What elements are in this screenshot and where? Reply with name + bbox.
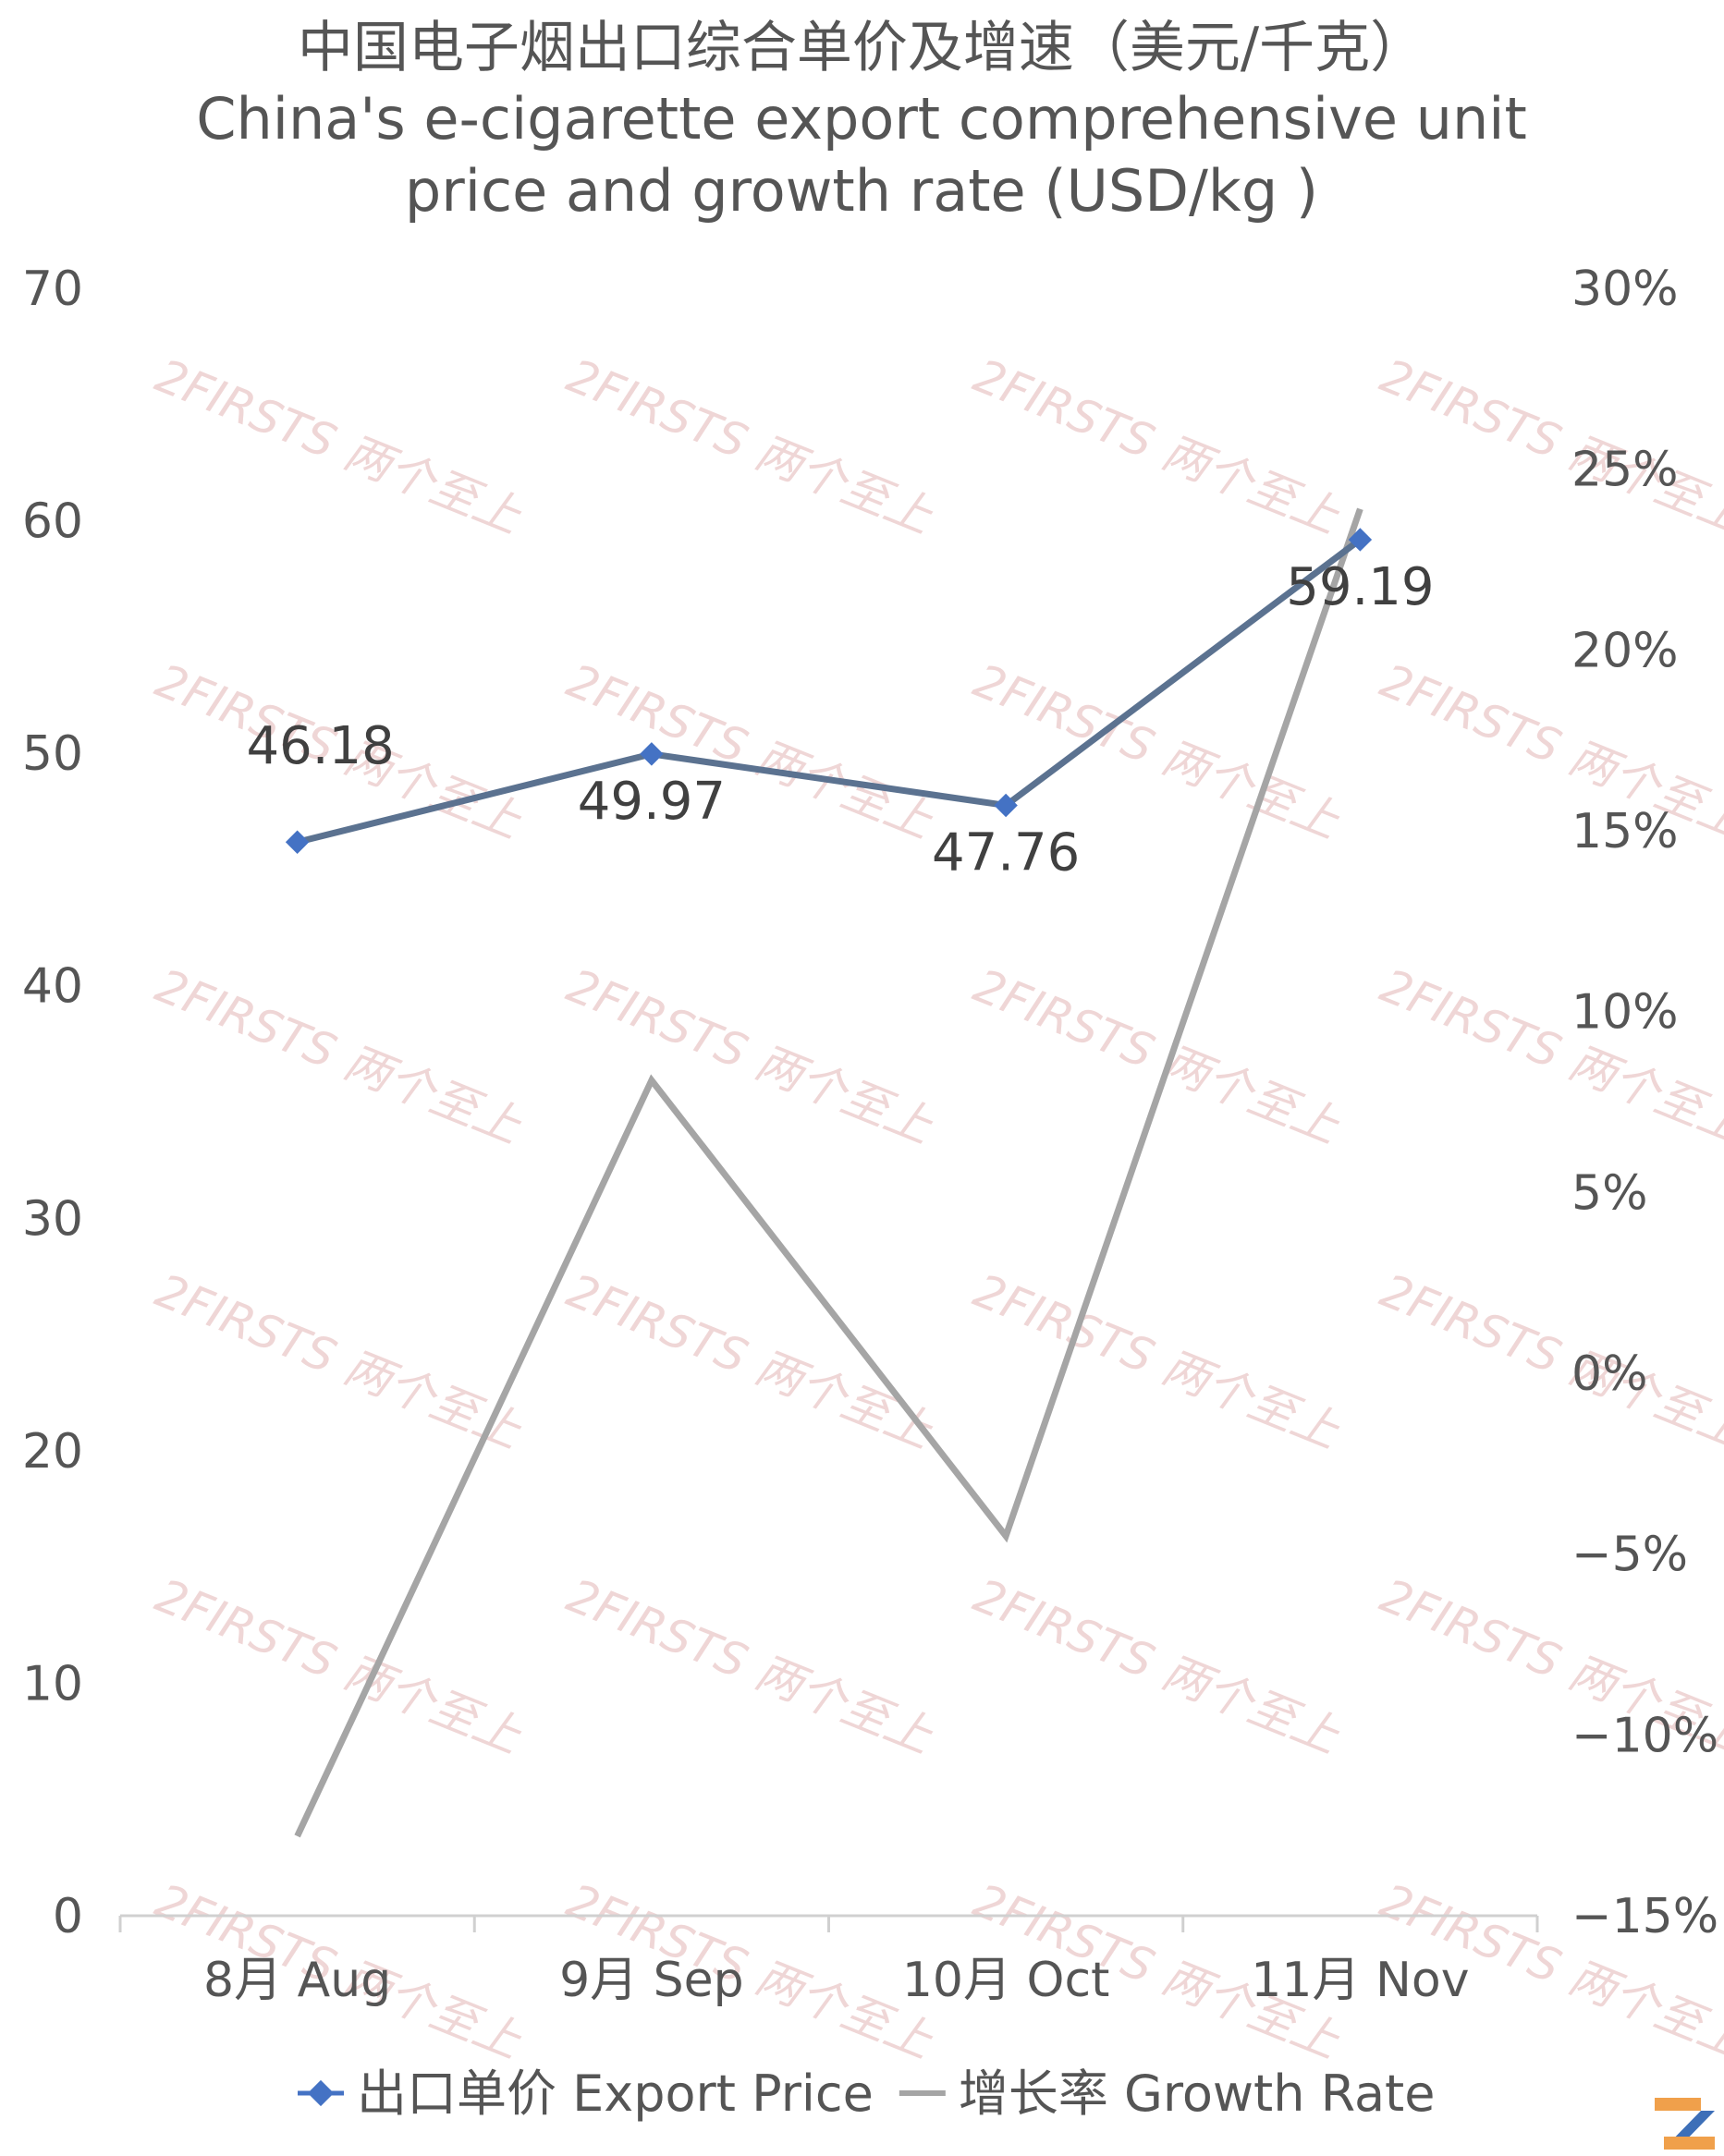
left-axis: 0 10 20 30 40 50 60 70 bbox=[22, 262, 83, 1944]
right-tick-label: 5% bbox=[1571, 1165, 1648, 1221]
left-tick-label: 40 bbox=[22, 959, 83, 1015]
legend-price-marker bbox=[307, 2079, 335, 2107]
right-tick-label: 30% bbox=[1571, 262, 1679, 317]
x-tick-label: 10月 Oct bbox=[902, 1953, 1110, 2008]
legend-growth-label: 增长率 Growth Rate bbox=[959, 2065, 1436, 2123]
left-tick-label: 50 bbox=[22, 726, 83, 782]
watermark-3-3: 2FIRSTS 两个至上 bbox=[1374, 1263, 1724, 1458]
watermark-1-2: 2FIRSTS 两个至上 bbox=[967, 653, 1348, 848]
watermark-0-0: 2FIRSTS 两个至上 bbox=[149, 348, 530, 543]
data-labels: 46.18 49.97 47.76 59.19 bbox=[246, 557, 1434, 883]
right-tick-label: 15% bbox=[1571, 804, 1679, 859]
right-axis: −15% −10% −5% 0% 5% 10% 15% 20% 25% 30% bbox=[1571, 262, 1718, 1944]
watermark-2-2: 2FIRSTS 两个至上 bbox=[967, 958, 1348, 1153]
watermark-3-1: 2FIRSTS 两个至上 bbox=[560, 1263, 941, 1458]
watermark-0-1: 2FIRSTS 两个至上 bbox=[560, 348, 941, 543]
watermark-4-2: 2FIRSTS 两个至上 bbox=[967, 1568, 1348, 1763]
chart-title-line3: price and growth rate (USD/kg ) bbox=[405, 157, 1318, 225]
x-tick-label: 9月 Sep bbox=[559, 1953, 744, 2008]
logo bbox=[1655, 2098, 1715, 2150]
left-tick-label: 30 bbox=[22, 1191, 83, 1247]
left-tick-label: 70 bbox=[22, 262, 83, 317]
watermark-3-0: 2FIRSTS 两个至上 bbox=[149, 1263, 530, 1458]
chart-title-line2: China's e-cigarette export comprehensive… bbox=[196, 85, 1527, 152]
x-axis-ticks bbox=[118, 1916, 1539, 1932]
left-tick-label: 10 bbox=[22, 1656, 83, 1711]
right-tick-label: −5% bbox=[1571, 1528, 1688, 1583]
right-tick-label: 0% bbox=[1571, 1346, 1648, 1402]
left-tick-label: 0 bbox=[53, 1889, 83, 1944]
left-tick-label: 20 bbox=[22, 1424, 83, 1480]
left-tick-label: 60 bbox=[22, 494, 83, 550]
x-axis: 8月 Aug 9月 Sep 10月 Oct 11月 Nov bbox=[203, 1953, 1469, 2008]
export-price-data-label: 47.76 bbox=[932, 822, 1080, 883]
watermark-2-0: 2FIRSTS 两个至上 bbox=[149, 958, 530, 1153]
watermark-4-0: 2FIRSTS 两个至上 bbox=[149, 1568, 530, 1763]
watermark-0-2: 2FIRSTS 两个至上 bbox=[967, 348, 1348, 543]
export-price-data-label: 49.97 bbox=[578, 772, 726, 832]
right-tick-label: 25% bbox=[1571, 443, 1679, 498]
export-price-point bbox=[285, 830, 310, 854]
export-price-data-label: 59.19 bbox=[1286, 557, 1434, 617]
watermark-4-1: 2FIRSTS 两个至上 bbox=[560, 1568, 941, 1763]
export-price-line bbox=[296, 537, 1363, 846]
x-tick-label: 11月 Nov bbox=[1251, 1953, 1469, 2008]
watermark-2-1: 2FIRSTS 两个至上 bbox=[560, 958, 941, 1153]
watermark-layer: 2FIRSTS 两个至上 2FIRSTS 两个至上 2FIRSTS 两个至上 2FIR… bbox=[149, 348, 1724, 2068]
legend: 出口单价 Export Price 增长率 Growth Rate bbox=[298, 2065, 1435, 2123]
growth-rate-line bbox=[294, 507, 1363, 1838]
right-tick-label: −10% bbox=[1571, 1708, 1718, 1763]
series-growth-rate bbox=[294, 507, 1363, 1838]
x-tick-label: 8月 Aug bbox=[203, 1953, 391, 2008]
legend-price-label: 出口单价 Export Price bbox=[357, 2065, 874, 2123]
right-tick-label: −15% bbox=[1571, 1889, 1718, 1944]
chart-title-line1: 中国电子烟出口综合单价及增速（美元/千克） bbox=[298, 16, 1425, 80]
right-tick-label: 10% bbox=[1571, 985, 1679, 1041]
export-price-point bbox=[640, 742, 664, 766]
export-price-data-label: 46.18 bbox=[246, 716, 394, 776]
watermark-3-2: 2FIRSTS 两个至上 bbox=[967, 1263, 1348, 1458]
right-tick-label: 20% bbox=[1571, 623, 1679, 678]
